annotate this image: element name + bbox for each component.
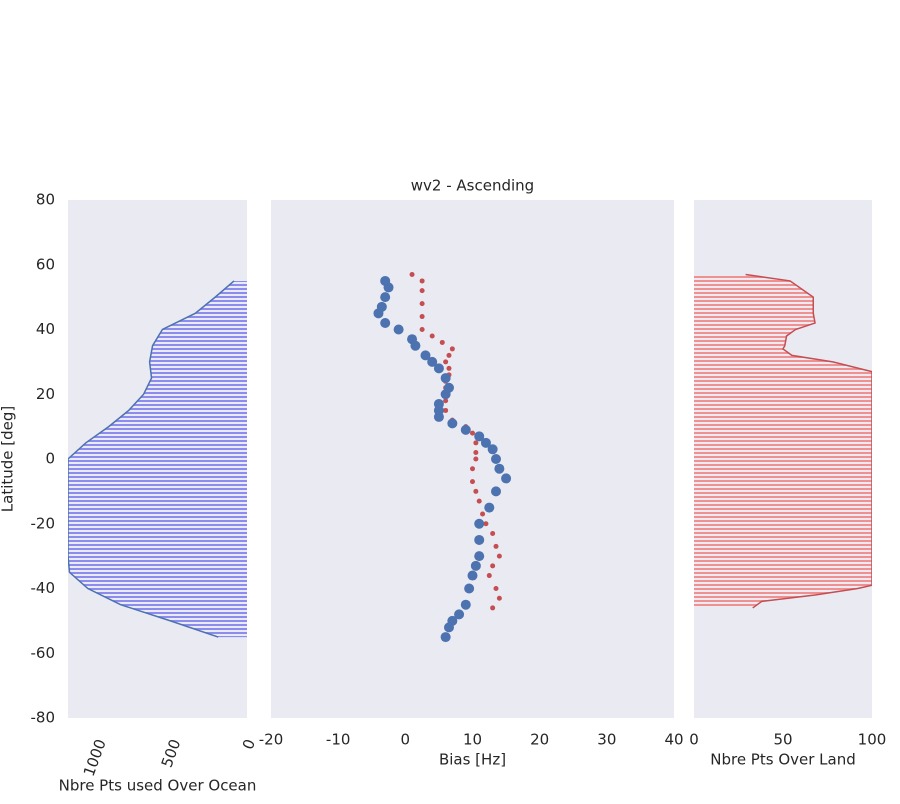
- scatter-point: [473, 456, 479, 462]
- x-tick-label: 0: [689, 731, 699, 749]
- scatter-point: [443, 622, 454, 633]
- scatter-point: [501, 473, 512, 484]
- x-tick-label: 1000: [80, 737, 110, 779]
- scatter-point: [493, 586, 499, 591]
- x-tick-label: 40: [664, 731, 683, 749]
- x-axis-label: Nbre Pts used Over Ocean: [59, 777, 257, 795]
- scatter-point: [491, 454, 502, 464]
- plot-area: [271, 200, 674, 718]
- x-axis-label: Nbre Pts Over Land: [710, 751, 856, 769]
- scatter-point: [474, 431, 485, 442]
- scatter-point: [373, 308, 384, 319]
- x-tick-label: 20: [530, 731, 549, 749]
- x-tick-label: -20: [259, 731, 284, 749]
- x-tick-label: 0: [239, 737, 259, 752]
- scatter-point: [494, 463, 505, 474]
- scatter-point: [464, 583, 475, 594]
- scatter-point: [380, 318, 391, 329]
- scatter-point: [393, 324, 404, 335]
- scatter-point: [443, 407, 449, 413]
- scatter-point: [419, 301, 425, 307]
- scatter-point: [496, 595, 502, 601]
- scatter-point: [490, 605, 496, 611]
- area-line: [68, 280, 235, 638]
- scatter-point: [443, 359, 449, 365]
- scatter-point: [446, 352, 452, 358]
- scatter-point: [486, 573, 492, 579]
- scatter-point: [419, 278, 425, 284]
- x-tick-label: -10: [326, 731, 351, 749]
- scatter-point: [473, 488, 479, 494]
- x-tick-label: 50: [773, 731, 792, 749]
- scatter-point: [409, 271, 415, 277]
- scatter-point: [484, 502, 495, 513]
- scatter-point: [467, 570, 478, 581]
- scatter-point: [383, 282, 394, 293]
- y-tick-label: 0: [45, 450, 55, 468]
- x-tick-label: 100: [858, 731, 887, 749]
- y-tick-label: -40: [31, 579, 56, 597]
- x-tick-label: 10: [463, 731, 482, 749]
- scatter-point: [474, 534, 485, 545]
- scatter-point: [419, 314, 425, 320]
- y-tick-label: -80: [31, 709, 56, 727]
- scatter-point: [440, 389, 451, 400]
- y-axis-label: Latitude [deg]: [0, 406, 17, 512]
- x-axis-label: Bias [Hz]: [439, 751, 506, 769]
- y-tick-label: 80: [36, 191, 55, 209]
- y-tick-label: 20: [36, 385, 55, 403]
- scatter-point: [493, 543, 499, 549]
- scatter-point: [433, 411, 444, 422]
- scatter-point: [480, 437, 491, 448]
- scatter-point: [470, 466, 475, 472]
- scatter-point: [433, 363, 444, 374]
- scatter-point: [473, 440, 479, 446]
- scatter-point: [427, 356, 438, 367]
- scatter-point: [474, 518, 485, 529]
- scatter-point: [380, 292, 391, 303]
- scatter-point: [460, 599, 471, 610]
- scatter-point: [470, 560, 481, 571]
- scatter-point: [480, 511, 486, 517]
- scatter-point: [470, 430, 475, 436]
- scatter-point: [470, 479, 475, 485]
- y-tick-label: -60: [31, 644, 56, 662]
- scatter-point: [440, 632, 451, 643]
- scatter-point: [429, 333, 435, 339]
- scatter-point: [454, 609, 465, 620]
- scatter-point: [483, 521, 489, 527]
- scatter-point: [420, 350, 431, 361]
- chart-title: wv2 - Ascending: [411, 177, 534, 195]
- area-fill: [694, 274, 872, 608]
- scatter-point: [491, 486, 502, 497]
- scatter-point: [410, 340, 421, 351]
- scatter-point: [496, 553, 502, 559]
- scatter-point: [487, 444, 498, 455]
- scatter-point: [446, 365, 452, 371]
- x-tick-label: 0: [401, 731, 411, 749]
- scatter-point: [449, 346, 455, 352]
- scatter-point: [490, 563, 496, 569]
- x-tick-label: 500: [158, 737, 185, 770]
- scatter-point: [443, 398, 449, 404]
- scatter-point: [476, 498, 482, 504]
- area-line: [745, 273, 872, 609]
- scatter-point: [447, 418, 458, 429]
- scatter-point: [419, 288, 425, 294]
- y-tick-label: 40: [36, 320, 55, 338]
- scatter-point: [460, 424, 471, 435]
- y-tick-label: 60: [36, 255, 55, 273]
- scatter-point: [440, 373, 451, 384]
- y-tick-label: -20: [31, 514, 56, 532]
- x-tick-label: 30: [597, 731, 616, 749]
- area-fill: [68, 280, 247, 638]
- scatter-point: [474, 551, 485, 562]
- scatter-point: [419, 327, 425, 332]
- scatter-point: [490, 530, 496, 536]
- scatter-point: [439, 339, 445, 345]
- scatter-point: [473, 450, 479, 456]
